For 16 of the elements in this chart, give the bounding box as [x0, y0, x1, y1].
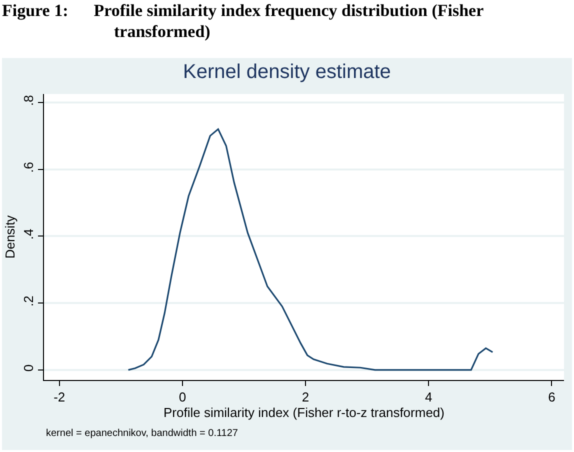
chart-title: Figure 1: Profile similarity index frequency distribution (Fisher transformed): [2, 0, 484, 43]
line-series: [128, 128, 494, 371]
x-tick-label: 2: [302, 390, 310, 405]
x-axis-title: Profile similarity index (Fisher r-to-z transformed): [163, 405, 445, 420]
x-tick-label: -2: [54, 390, 66, 405]
text: kernel = epanechnikov, bandwidth = 0.1127: [46, 428, 238, 439]
y-tick-label: 0: [20, 364, 36, 372]
y-axis-title: Density: [2, 214, 18, 259]
y-tick-label: .2: [20, 296, 36, 307]
y-tick-label: .6: [20, 162, 36, 173]
chart-subtitle: Kernel density estimate: [183, 60, 391, 83]
x-tick-label: 6: [548, 390, 556, 405]
y-tick-label: .4: [20, 228, 36, 240]
x-tick-label: 4: [425, 390, 432, 405]
y-tick-label: .8: [20, 94, 36, 106]
x-tick-label: 0: [178, 390, 186, 405]
